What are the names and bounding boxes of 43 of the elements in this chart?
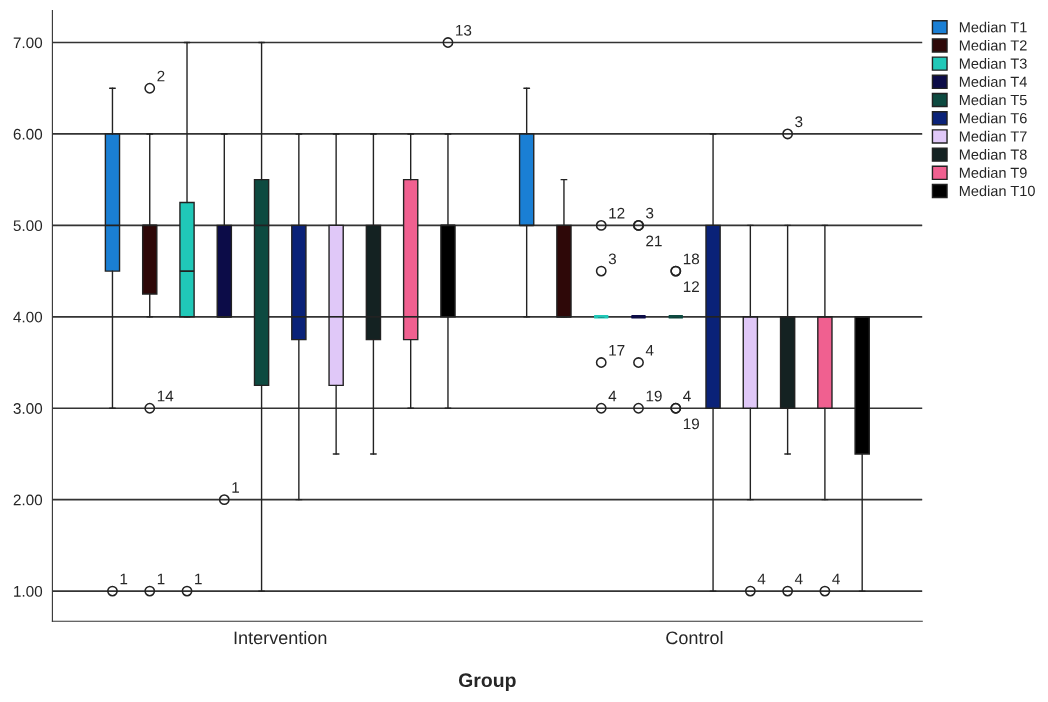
legend-label: Median T6 bbox=[959, 112, 1027, 124]
annotation: 4 bbox=[832, 573, 840, 585]
annotation: 1 bbox=[120, 573, 128, 585]
x-tick-label: Intervention bbox=[234, 630, 327, 645]
y-tick-label: 6.00 bbox=[13, 128, 43, 140]
x-tick-label: Control bbox=[666, 630, 723, 645]
legend-label: Median T9 bbox=[959, 167, 1027, 178]
legend-label: Median T8 bbox=[959, 149, 1027, 160]
annotation: 2 bbox=[157, 70, 165, 82]
annotation: 21 bbox=[646, 235, 662, 247]
legend-label: Median T3 bbox=[959, 58, 1027, 69]
y-tick-label: 4.00 bbox=[13, 311, 43, 323]
x-axis-title: Group bbox=[458, 673, 516, 691]
legend-label: Median T10 bbox=[959, 185, 1035, 197]
annotation: 19 bbox=[683, 418, 699, 430]
annotation: 12 bbox=[609, 207, 625, 219]
annotation: 3 bbox=[646, 207, 654, 219]
y-tick-label: 5.00 bbox=[13, 220, 43, 232]
y-tick-label: 2.00 bbox=[13, 494, 43, 506]
annotation: 18 bbox=[683, 253, 700, 265]
annotation: 4 bbox=[683, 390, 691, 402]
legend-label: Median T5 bbox=[959, 94, 1027, 106]
legend-label: Median T4 bbox=[959, 76, 1027, 87]
legend-label: Median T1 bbox=[959, 21, 1027, 33]
annotation: 12 bbox=[683, 281, 699, 292]
annotation: 4 bbox=[757, 573, 766, 585]
annotation: 17 bbox=[609, 345, 625, 356]
legend-label: Median T7 bbox=[959, 130, 1027, 142]
annotation: 1 bbox=[195, 573, 202, 585]
annotation: 13 bbox=[456, 24, 472, 36]
annotation: 1 bbox=[157, 573, 165, 585]
legend-label: Median T2 bbox=[959, 39, 1027, 51]
y-tick-label: 1.00 bbox=[14, 585, 43, 597]
annotation: 14 bbox=[157, 390, 174, 402]
annotation: 3 bbox=[795, 116, 803, 128]
annotation: 4 bbox=[608, 390, 617, 402]
annotation: 4 bbox=[645, 345, 654, 356]
annotation: 4 bbox=[794, 573, 803, 585]
annotation: 3 bbox=[608, 253, 616, 265]
y-tick-label: 7.00 bbox=[13, 37, 43, 49]
y-tick-label: 3.00 bbox=[13, 403, 43, 414]
annotation: 1 bbox=[232, 482, 239, 493]
annotation: 19 bbox=[646, 390, 662, 402]
